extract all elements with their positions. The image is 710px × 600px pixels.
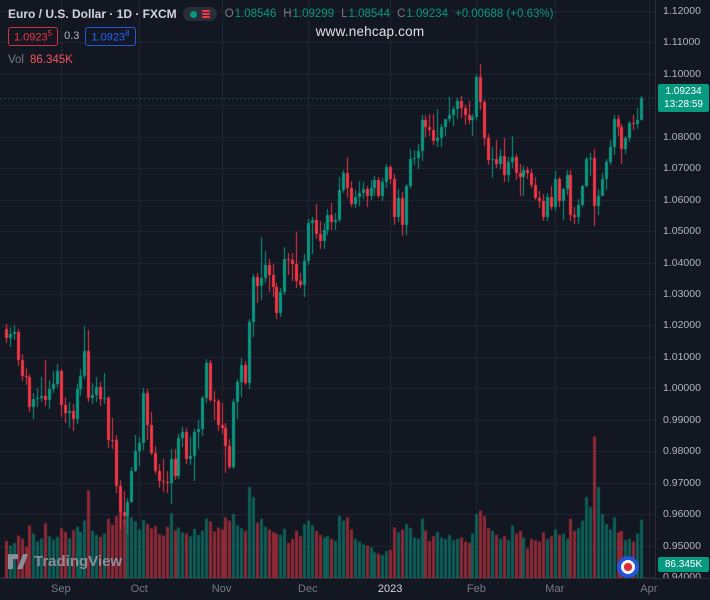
price-axis-label: 1.10000 — [663, 67, 701, 80]
time-axis-label: Nov — [211, 583, 232, 595]
bid-price-chip[interactable]: 1.09235 — [8, 27, 59, 46]
price-axis-label: 1.03000 — [663, 288, 701, 300]
price-axis-label: 1.00000 — [663, 382, 701, 395]
price-axis-label: 0.99000 — [663, 413, 701, 426]
high-value: 1.09299 — [292, 8, 335, 20]
price-axis-label: 0.97000 — [663, 476, 701, 489]
time-axis-label: Dec — [298, 583, 318, 595]
ask-price-chip[interactable]: 1.09238 — [85, 27, 136, 46]
legend-panel: Euro / U.S. Dollar · 1D · FXCM O 1.08546 … — [8, 7, 553, 66]
volume-legend[interactable]: Vol 86.345K — [8, 54, 553, 66]
tradingview-mark-icon — [8, 553, 28, 569]
price-axis-label: 1.11000 — [663, 36, 701, 49]
high-label: H — [283, 8, 292, 20]
tradingview-logo[interactable]: TradingView — [8, 553, 122, 570]
low-label: L — [341, 8, 348, 20]
symbol-title[interactable]: Euro / U.S. Dollar · 1D · FXCM — [8, 7, 177, 21]
watermark: www.nehcap.com — [315, 24, 425, 39]
spread-value: 0.3 — [64, 30, 80, 43]
price-axis-label: 1.05000 — [663, 225, 701, 238]
change-value: +0.00688 (+0.63%) — [454, 8, 554, 20]
brand-roundel-icon — [617, 556, 639, 578]
price-axis-label: 1.04000 — [663, 256, 701, 269]
ohlc-readout: O 1.08546 H 1.09299 L 1.08544 C 1.09234 +0.0… — [225, 8, 554, 20]
countdown-timer: 13:28:59 — [664, 98, 703, 110]
price-axis-label: 1.02000 — [663, 319, 701, 332]
price-axis-label: 1.06000 — [663, 193, 701, 206]
price-axis-label: 1.08000 — [663, 130, 701, 143]
open-value: 1.08546 — [234, 8, 277, 20]
volume-axis-badge: 86.345K — [658, 557, 709, 572]
price-axis-label: 0.95000 — [663, 539, 701, 552]
price-axis-label: 0.96000 — [663, 508, 701, 521]
tradingview-wordmark: TradingView — [34, 553, 123, 570]
time-axis-label: Apr — [640, 583, 658, 595]
price-axis-label: 0.98000 — [663, 445, 701, 458]
volume-label: Vol — [8, 53, 24, 66]
legend-actions — [182, 7, 217, 21]
price-axis[interactable]: 1.09234 13:28:59 86.345K 1.12000 1.11000 1… — [655, 0, 710, 583]
legend-eye-icon[interactable] — [189, 10, 197, 18]
time-axis-label: 2023 — [377, 583, 403, 595]
legend-menu-icon[interactable] — [201, 10, 210, 18]
time-axis-label: Oct — [130, 583, 148, 595]
last-price-value: 1.09234 — [665, 85, 702, 97]
price-axis-label: 1.07000 — [663, 162, 701, 175]
open-label: O — [224, 8, 234, 20]
time-axis-label: Sep — [51, 583, 71, 595]
price-axis-label: 1.12000 — [663, 5, 701, 17]
last-price-badge: 1.09234 13:28:59 — [658, 83, 709, 112]
close-label: C — [397, 8, 406, 20]
price-chart-canvas[interactable] — [0, 0, 655, 578]
time-axis-label: Mar — [545, 583, 565, 595]
time-axis[interactable]: Sep Oct Nov Dec 2023 Feb Mar Apr — [0, 578, 710, 600]
low-value: 1.08544 — [348, 8, 391, 20]
volume-value: 86.345K — [30, 53, 73, 66]
close-value: 1.09234 — [406, 8, 448, 20]
time-axis-label: Feb — [466, 583, 486, 595]
price-axis-label: 1.01000 — [663, 350, 701, 363]
